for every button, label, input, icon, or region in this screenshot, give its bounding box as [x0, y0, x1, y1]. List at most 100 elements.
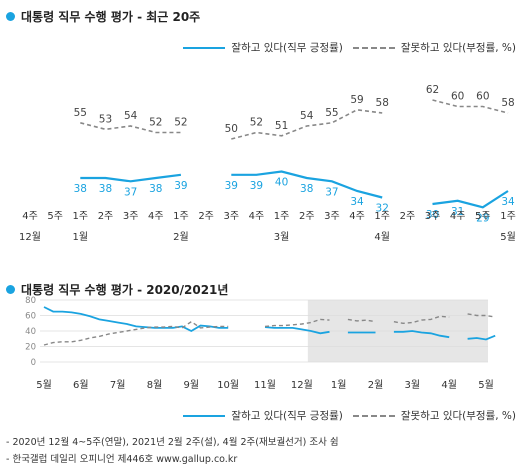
- negative-rate-line: [393, 315, 450, 325]
- week-tick-label: 1주: [500, 211, 516, 222]
- negative-data-label: 52: [174, 117, 187, 129]
- month-tick-label: 2월: [173, 231, 189, 243]
- week-tick-label: 4주: [22, 211, 38, 222]
- week-tick-label: 1주: [173, 211, 189, 222]
- month-tick-label: 4월: [441, 379, 457, 391]
- negative-rate-line: [264, 318, 330, 328]
- y-tick-label: 80: [25, 296, 36, 306]
- y-tick-label: 40: [25, 327, 36, 337]
- month-tick-label: 11월: [254, 379, 276, 391]
- month-tick-label: 6월: [73, 379, 89, 391]
- month-tick-label: 5월: [36, 379, 52, 391]
- chart1-plot: 38 38 37 38 39 39 39 40 38 37 34 32 30 31 29 34 55 53 54 52…: [19, 84, 516, 243]
- positive-data-label: 40: [275, 177, 288, 189]
- week-tick-label: 1주: [73, 211, 89, 222]
- positive-data-label: 38: [74, 183, 87, 195]
- positive-data-label: 30: [426, 209, 439, 221]
- bullet-dot-icon: [6, 285, 15, 294]
- negative-data-label: 58: [376, 97, 389, 109]
- negative-rate-line: [231, 108, 383, 140]
- y-tick-label: 60: [25, 312, 36, 322]
- week-tick-label: 2주: [98, 211, 114, 222]
- chart1-legend: 잘하고 있다(직무 긍정률) 잘못하고 있다(부정률, %): [183, 40, 516, 55]
- chart2-legend: 잘하고 있다(직무 긍정률) 잘못하고 있다(부정률, %): [183, 408, 516, 423]
- week-tick-label: 1주: [274, 211, 290, 222]
- negative-rate-line: [43, 320, 229, 346]
- month-tick-label: 12월: [291, 379, 313, 391]
- positive-data-label: 38: [300, 183, 313, 195]
- month-tick-label: 5월: [478, 379, 494, 391]
- positive-data-label: 32: [376, 203, 389, 215]
- negative-rate-line: [432, 99, 509, 114]
- positive-rate-line: [264, 326, 330, 335]
- month-tick-label: 3월: [405, 379, 421, 391]
- negative-data-label: 54: [300, 110, 314, 122]
- positive-data-label: 34: [350, 196, 364, 208]
- positive-rate-line: [80, 173, 182, 183]
- week-tick-label: 3주: [123, 211, 139, 222]
- week-tick-label: 4주: [450, 211, 466, 222]
- positive-data-label: 31: [451, 206, 464, 218]
- legend-negative-label: 잘못하고 있다(부정률, %): [400, 42, 516, 54]
- month-tick-label: 5월: [500, 231, 516, 243]
- month-tick-label: 10월: [217, 379, 239, 391]
- month-tick-label: 4월: [374, 231, 390, 243]
- positive-rate-line: [43, 306, 229, 333]
- negative-data-label: 60: [451, 91, 464, 103]
- negative-data-label: 52: [250, 117, 263, 129]
- positive-rate-line: [393, 330, 450, 339]
- positive-rate-line: [467, 334, 496, 341]
- chart1-title-text: 대통령 직무 수행 평가 - 최근 20주: [21, 10, 201, 24]
- y-tick-label: 20: [25, 343, 36, 353]
- negative-data-label: 55: [325, 107, 338, 119]
- legend-negative-label: 잘못하고 있다(부정률, %): [400, 410, 516, 422]
- week-tick-label: 4주: [148, 211, 164, 222]
- positive-data-label: 38: [149, 183, 162, 195]
- positive-data-label: 34: [501, 196, 515, 208]
- positive-data-label: 39: [225, 180, 238, 192]
- legend-positive-swatch: [183, 414, 226, 417]
- week-tick-label: 2주: [400, 211, 416, 222]
- bullet-dot-icon: [6, 12, 15, 21]
- negative-data-label: 50: [225, 123, 238, 135]
- positive-data-label: 39: [174, 180, 187, 192]
- week-tick-label: 2주: [299, 211, 315, 222]
- month-tick-label: 1월: [73, 231, 89, 243]
- negative-data-label: 58: [501, 97, 514, 109]
- negative-data-label: 51: [275, 120, 288, 132]
- month-tick-label: 3월: [274, 231, 290, 243]
- chart2-title-text: 대통령 직무 수행 평가 - 2020/2021년: [21, 283, 229, 297]
- y-tick-label: 0: [31, 358, 36, 368]
- month-tick-label: 9월: [184, 379, 200, 391]
- positive-data-label: 29: [476, 212, 489, 224]
- positive-data-label: 39: [250, 180, 263, 192]
- chart2-title: 대통령 직무 수행 평가 - 2020/2021년: [6, 281, 228, 298]
- week-tick-label: 5주: [47, 211, 63, 222]
- legend-negative-swatch: [352, 414, 395, 417]
- week-tick-label: 3주: [425, 211, 441, 222]
- negative-rate-line: [80, 122, 181, 134]
- negative-rate-line: [467, 313, 496, 318]
- week-tick-label: 1주: [374, 211, 390, 222]
- chart2-plot: 0 20 40 60 80 5월 6월 7월 8월 9월 10월 11월 12월 1월 2월 3월 4월 5월: [25, 296, 496, 391]
- week-tick-label: 3주: [223, 211, 239, 222]
- positive-data-label: 37: [325, 186, 338, 198]
- legend-positive-label: 잘하고 있다(직무 긍정률): [231, 410, 343, 422]
- legend-negative-swatch: [352, 46, 395, 49]
- negative-data-label: 60: [476, 91, 489, 103]
- month-tick-label: 2월: [368, 379, 384, 391]
- week-tick-label: 4주: [249, 211, 265, 222]
- negative-rate-line: [347, 318, 376, 323]
- positive-data-label: 37: [124, 186, 137, 198]
- week-tick-label: 3주: [324, 211, 340, 222]
- month-tick-label: 1월: [331, 379, 347, 391]
- month-tick-label: 12월: [19, 231, 41, 243]
- chart1-title: 대통령 직무 수행 평가 - 최근 20주: [6, 8, 200, 25]
- week-tick-label: 5주: [475, 211, 491, 222]
- week-tick-label: 2주: [198, 211, 214, 222]
- negative-data-label: 55: [74, 107, 87, 119]
- negative-data-label: 52: [149, 117, 162, 129]
- positive-rate-line: [432, 190, 509, 209]
- month-tick-label: 7월: [110, 379, 126, 391]
- note-source: - 한국갤럽 데일리 오피니언 제446호 www.gallup.co.kr: [6, 454, 238, 465]
